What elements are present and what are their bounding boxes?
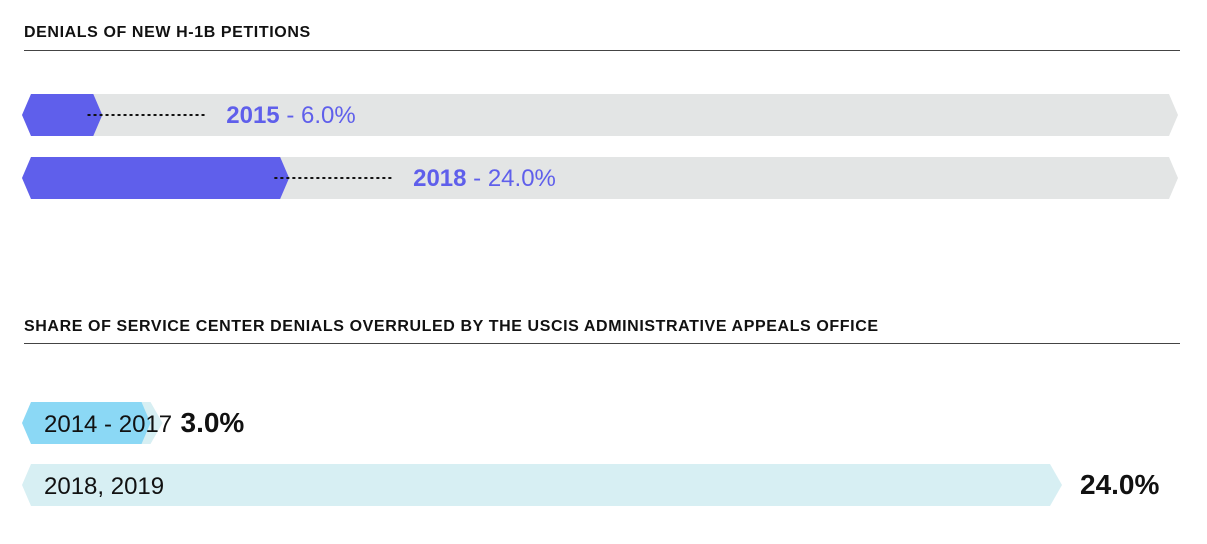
chart1-title: DENIALS OF NEW H-1B PETITIONS <box>24 24 311 41</box>
bar-track <box>22 94 1178 136</box>
data-label: 2015 - 6.0% <box>226 102 355 129</box>
bar-fill <box>22 94 103 136</box>
category-label: 2018, 2019 <box>44 473 164 500</box>
category-label: 2015 <box>226 102 279 129</box>
value-label: - 6.0% <box>280 102 356 129</box>
bar-track <box>22 157 1178 199</box>
value-label: 3.0% <box>181 407 245 438</box>
chart1-divider <box>24 50 1180 51</box>
category-label: 2014 - 2017 <box>44 411 172 438</box>
bar-fill <box>22 464 1050 506</box>
value-label: 24.0% <box>1080 469 1159 500</box>
chart2-title: SHARE OF SERVICE CENTER DENIALS OVERRULE… <box>24 318 879 335</box>
bar-fill <box>22 157 290 199</box>
value-label: - 24.0% <box>467 165 556 192</box>
bar-fill <box>22 402 151 444</box>
data-label: 2018 - 24.0% <box>413 165 556 192</box>
category-label: 2018 <box>413 165 466 192</box>
chart2-divider <box>24 343 1180 344</box>
